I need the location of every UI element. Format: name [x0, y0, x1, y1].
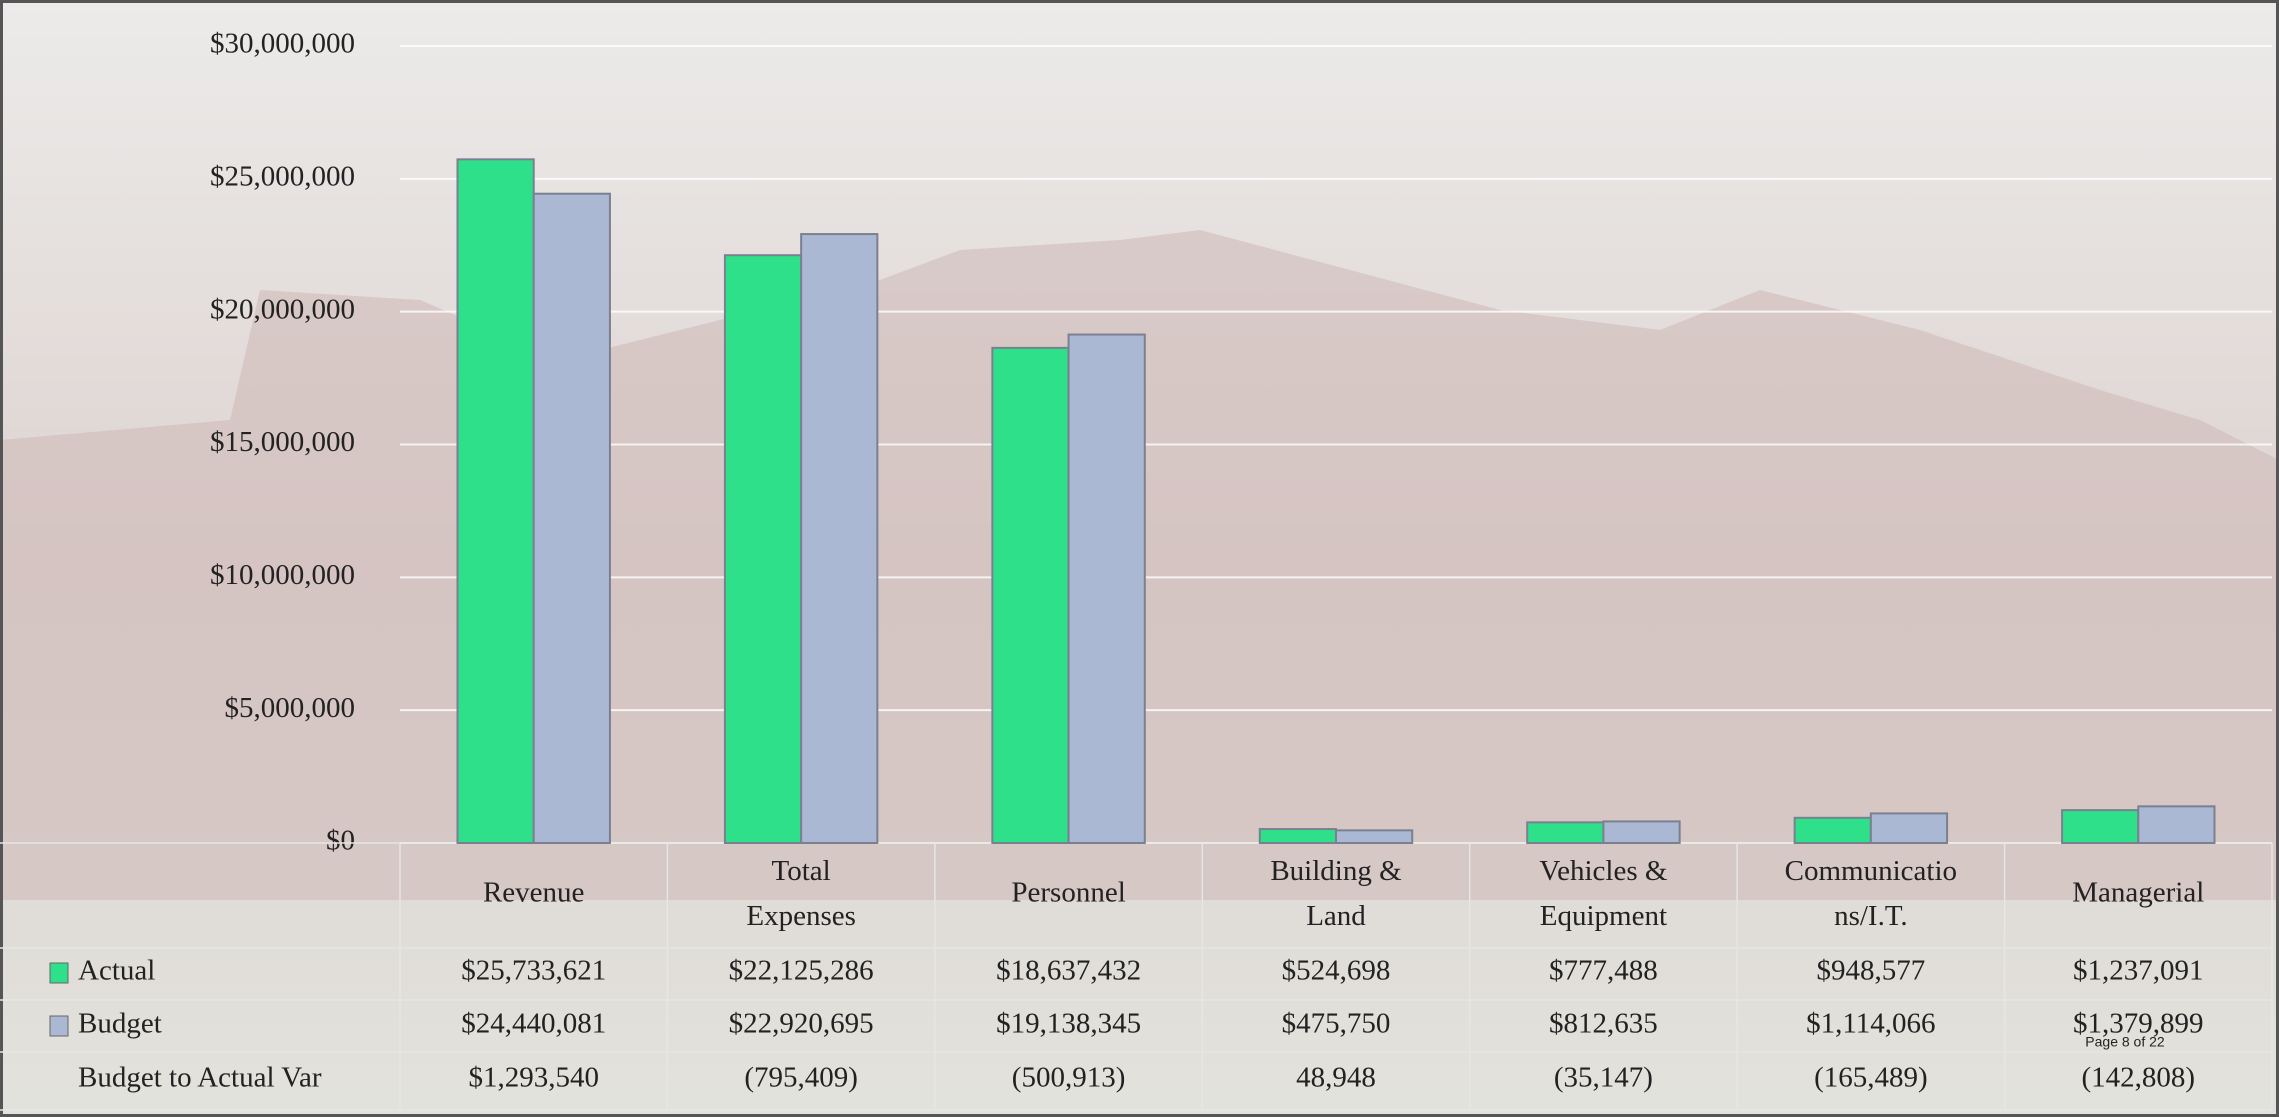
table-value: $948,577 [1816, 955, 1925, 987]
bar [2137, 805, 2216, 845]
table-value: $24,440,081 [461, 1008, 606, 1040]
variance-value: (795,409) [744, 1062, 858, 1094]
variance-value: (142,808) [2081, 1062, 2195, 1094]
row-label: Budget to Actual Var [78, 1062, 322, 1094]
table-value: $812,635 [1549, 1008, 1658, 1040]
table-value: $25,733,621 [461, 955, 606, 987]
table-value: $777,488 [1549, 955, 1658, 987]
bar [1067, 333, 1146, 844]
legend-swatch [49, 1015, 69, 1037]
y-tick-label: $15,000,000 [210, 426, 355, 458]
bar [2061, 809, 2140, 845]
variance-value: (165,489) [1814, 1062, 1928, 1094]
legend-label: Actual [78, 955, 155, 987]
table-value: $1,379,899 [2073, 1008, 2204, 1040]
bar [1869, 812, 1949, 844]
x-tick-label: Building & Land [1270, 855, 1402, 932]
bar [1258, 828, 1337, 845]
y-tick-label: $5,000,000 [225, 692, 356, 724]
x-tick-label: Vehicles & Equipment [1539, 855, 1667, 932]
x-tick-label: Total Expenses [746, 855, 856, 932]
variance-value: 48,948 [1296, 1062, 1376, 1094]
bar [532, 192, 611, 845]
bar [1335, 829, 1414, 844]
bar [1602, 820, 1681, 845]
variance-value: (500,913) [1012, 1062, 1126, 1094]
bar [723, 254, 803, 844]
x-tick-label: Managerial [2072, 877, 2204, 909]
table-value: $18,637,432 [996, 955, 1141, 987]
table-value: $19,138,345 [996, 1008, 1141, 1040]
bar [1793, 816, 1872, 845]
y-tick-label: $20,000,000 [210, 293, 355, 325]
bar [1526, 821, 1605, 844]
table-value: $22,920,695 [729, 1008, 874, 1040]
table-value: $22,125,286 [729, 955, 874, 987]
bar [991, 346, 1070, 844]
x-tick-label: Personnel [1011, 877, 1125, 909]
y-tick-label: $10,000,000 [210, 559, 355, 591]
table-value: $524,698 [1282, 955, 1391, 987]
legend-label: Budget [78, 1008, 162, 1040]
x-tick-label: Communicatio ns/I.T. [1785, 855, 1957, 932]
y-tick-label: $0 [326, 825, 355, 857]
bar [456, 158, 535, 845]
table-value: $1,114,066 [1806, 1008, 1935, 1040]
y-tick-label: $25,000,000 [210, 160, 355, 192]
bar [800, 233, 879, 844]
page-label: Page 8 of 22 [2085, 1034, 2165, 1050]
legend-swatch [49, 962, 69, 984]
variance-value: $1,293,540 [468, 1062, 599, 1094]
x-tick-label: Revenue [483, 877, 584, 909]
table-value: $1,237,091 [2073, 955, 2204, 987]
variance-value: (35,147) [1554, 1062, 1653, 1094]
y-tick-label: $30,000,000 [210, 28, 355, 60]
table-value: $475,750 [1282, 1008, 1391, 1040]
